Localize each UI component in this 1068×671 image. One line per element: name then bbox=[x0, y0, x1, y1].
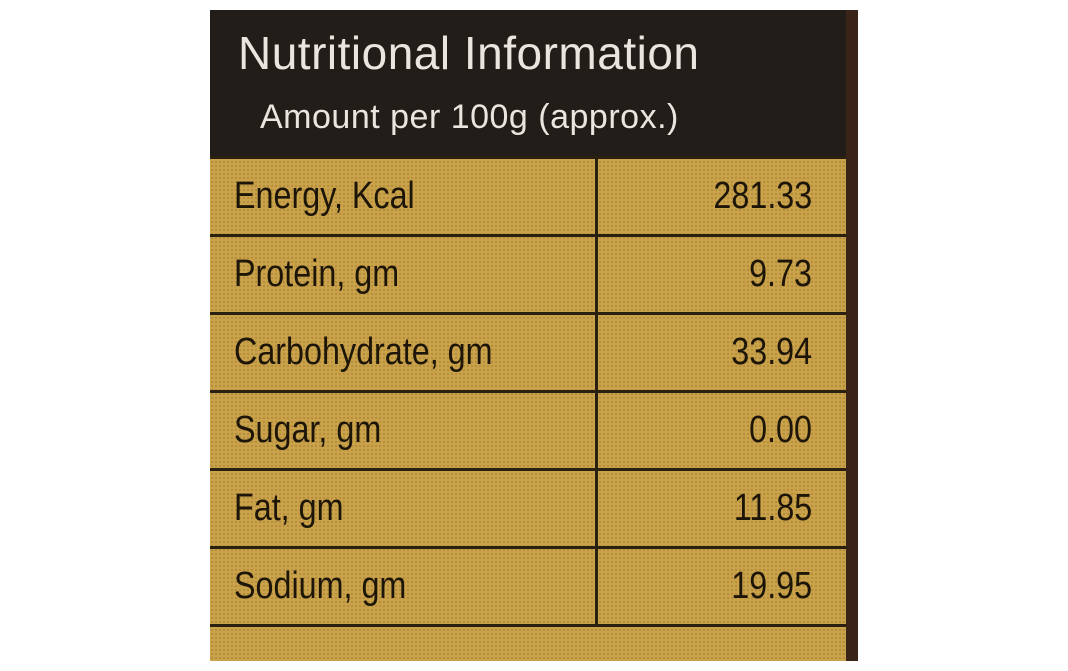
nutrient-value: 33.94 bbox=[731, 331, 812, 373]
nutrition-table: Energy, Kcal 281.33 Protein, gm 9.73 Carbohy… bbox=[210, 156, 846, 661]
nutrient-name: Energy, Kcal bbox=[234, 175, 415, 217]
nutrient-value: 11.85 bbox=[733, 487, 812, 529]
column-divider bbox=[595, 393, 598, 468]
table-row: Energy, Kcal 281.33 bbox=[210, 156, 846, 234]
subtitle: Amount per 100g (approx.) bbox=[260, 98, 679, 136]
table-row: Protein, gm 9.73 bbox=[210, 234, 846, 312]
nutrition-label: Nutritional Information Amount per 100g … bbox=[210, 10, 858, 661]
table-row: Carbohydrate, gm 33.94 bbox=[210, 312, 846, 390]
nutrient-value: 281.33 bbox=[713, 175, 812, 217]
nutrient-name: Carbohydrate, gm bbox=[234, 331, 493, 373]
package-edge bbox=[846, 10, 858, 661]
nutrient-name: Fat, gm bbox=[234, 487, 344, 529]
column-divider bbox=[595, 159, 598, 234]
nutrient-value: 0.00 bbox=[749, 409, 812, 451]
nutrient-name: Sugar, gm bbox=[234, 409, 382, 451]
column-divider bbox=[595, 237, 598, 312]
nutrient-name: Sodium, gm bbox=[234, 565, 407, 607]
column-divider bbox=[595, 471, 598, 546]
column-divider bbox=[595, 549, 598, 624]
table-row: Fat, gm 11.85 bbox=[210, 468, 846, 546]
nutrient-name: Protein, gm bbox=[234, 253, 400, 295]
title: Nutritional Information bbox=[238, 27, 700, 79]
nutrient-value: 19.95 bbox=[731, 565, 812, 607]
table-row: Sugar, gm 0.00 bbox=[210, 390, 846, 468]
label-header: Nutritional Information Amount per 100g … bbox=[210, 10, 846, 156]
table-row bbox=[210, 624, 846, 661]
column-divider bbox=[595, 315, 598, 390]
table-row: Sodium, gm 19.95 bbox=[210, 546, 846, 624]
nutrient-value: 9.73 bbox=[749, 253, 812, 295]
